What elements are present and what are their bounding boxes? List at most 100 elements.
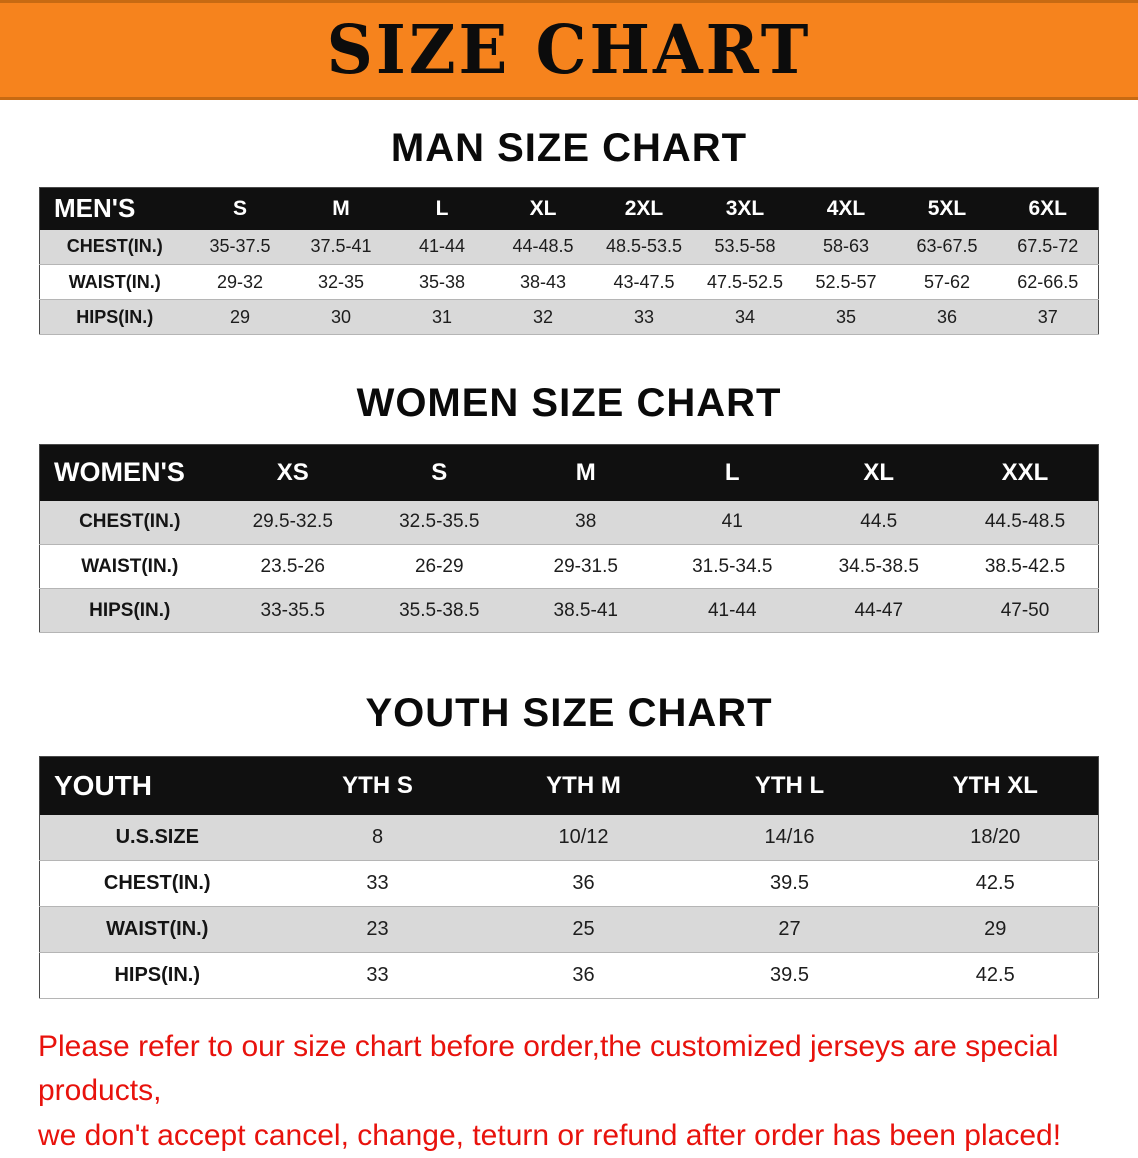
size-value-cell: 48.5-53.5: [605, 236, 683, 257]
size-value-cell: 31: [431, 306, 453, 327]
size-value-cell: 44.5-48.5: [984, 511, 1066, 533]
size-value-cell: 57-62: [923, 271, 971, 292]
size-value-cell: 35.5-38.5: [399, 599, 480, 621]
size-value-cell: 53.5-58: [714, 236, 776, 257]
page-title: SIZE CHART: [326, 10, 812, 90]
size-column-header: 4XL: [795, 187, 897, 230]
size-value-cell: 38: [575, 511, 597, 533]
size-value-cell: 35-37.5: [209, 236, 271, 257]
size-value-cell: 47.5-52.5: [706, 271, 784, 292]
size-column-header: 5XL: [896, 187, 998, 230]
row-label: WAIST(IN.): [106, 918, 209, 940]
size-value-cell: 37.5-41: [310, 236, 372, 257]
size-column-header: 3XL: [694, 187, 796, 230]
size-value-cell: 44.5: [860, 511, 898, 533]
size-column-header: XL: [805, 444, 952, 501]
table-corner-label: WOMEN'S: [39, 444, 220, 501]
size-value-cell: 34: [734, 306, 756, 327]
row-label: WAIST(IN.): [81, 555, 179, 577]
size-value-cell: 42.5: [975, 964, 1015, 986]
size-value-cell: 33: [366, 964, 389, 986]
size-value-cell: 31.5-34.5: [692, 555, 773, 577]
size-value-cell: 33: [633, 306, 655, 327]
size-value-cell: 39.5: [770, 964, 809, 986]
table-header-row: WOMEN'S XS S M L XL XXL: [39, 444, 1099, 501]
size-value-cell: 33-35.5: [260, 599, 325, 621]
notice-line-1: Please refer to our size chart before or…: [38, 1030, 1059, 1108]
size-value-cell: 23.5-26: [260, 555, 325, 577]
size-value-cell: 38-43: [519, 271, 567, 292]
row-label: HIPS(IN.): [89, 599, 171, 621]
size-value-cell: 8: [371, 825, 384, 848]
size-value-cell: 43-47.5: [613, 271, 675, 292]
notice-line-2: we don't accept cancel, change, teturn o…: [38, 1118, 1062, 1152]
size-value-cell: 41-44: [418, 236, 466, 257]
size-value-cell: 41-44: [707, 599, 757, 621]
size-value-cell: 62-66.5: [1017, 271, 1079, 292]
table-header-row: MEN'S S M L XL 2XL 3XL 4XL 5XL 6XL: [39, 187, 1099, 230]
size-value-cell: 27: [778, 918, 801, 940]
size-value-cell: 29.5-32.5: [252, 511, 333, 533]
size-value-cell: 18/20: [970, 825, 1021, 848]
row-label: WAIST(IN.): [68, 271, 161, 292]
row-label: HIPS(IN.): [76, 306, 154, 327]
size-value-cell: 32.5-35.5: [399, 511, 480, 533]
size-value-cell: 32: [532, 306, 554, 327]
size-value-cell: 41: [721, 511, 743, 533]
size-column-header: M: [290, 187, 392, 230]
table-row: CHEST(IN.) 35-37.5 37.5-41 41-44 44-48.5 48.5…: [39, 229, 1099, 265]
youth-section-heading: YOUTH SIZE CHART: [365, 691, 773, 735]
table-row: WAIST(IN.) 23 25 27 29: [39, 906, 1099, 953]
size-column-header: M: [512, 444, 659, 501]
youth-size-table: YOUTH YTH S YTH M YTH L YTH XL U.S.SIZE 8 10/12…: [39, 756, 1099, 999]
size-value-cell: 38.5-42.5: [984, 555, 1066, 577]
table-row: HIPS(IN.) 33-35.5 35.5-38.5 38.5-41 41-44 44-…: [39, 588, 1099, 633]
table-row: CHEST(IN.) 33 36 39.5 42.5: [39, 860, 1099, 907]
men-size-table: MEN'S S M L XL 2XL 3XL 4XL 5XL 6XL CHEST(IN.) 35-37…: [39, 187, 1099, 335]
size-column-header: 6XL: [997, 187, 1099, 230]
table-row: HIPS(IN.) 33 36 39.5 42.5: [39, 952, 1099, 999]
size-value-cell: 36: [572, 872, 595, 894]
size-value-cell: 52.5-57: [815, 271, 877, 292]
table-row: HIPS(IN.) 29 30 31 32 33 34 35 36 37: [39, 299, 1099, 335]
size-value-cell: 38.5-41: [553, 599, 618, 621]
size-value-cell: 23: [366, 918, 389, 940]
size-value-cell: 33: [366, 872, 389, 894]
size-column-header: XL: [492, 187, 594, 230]
row-label: CHEST(IN.): [66, 236, 163, 257]
size-value-cell: 42.5: [975, 872, 1015, 894]
size-column-header: YTH M: [480, 756, 687, 815]
size-value-cell: 35-38: [418, 271, 466, 292]
size-value-cell: 29-32: [216, 271, 264, 292]
size-value-cell: 32-35: [317, 271, 365, 292]
table-row: U.S.SIZE 8 10/12 14/16 18/20: [39, 814, 1099, 861]
size-column-header: XS: [219, 444, 366, 501]
size-column-header: YTH S: [274, 756, 481, 815]
size-column-header: YTH L: [686, 756, 893, 815]
size-value-cell: 10/12: [558, 825, 609, 848]
table-corner-label: MEN'S: [39, 187, 190, 230]
size-value-cell: 39.5: [770, 872, 809, 894]
row-label: HIPS(IN.): [114, 964, 201, 986]
table-row: CHEST(IN.) 29.5-32.5 32.5-35.5 38 41 44.5 44.5…: [39, 500, 1099, 545]
size-value-cell: 58-63: [822, 236, 870, 257]
size-column-header: YTH XL: [892, 756, 1099, 815]
size-value-cell: 29: [229, 306, 251, 327]
row-label: CHEST(IN.): [79, 511, 181, 533]
size-value-cell: 44-47: [854, 599, 904, 621]
table-corner-label: YOUTH: [39, 756, 275, 815]
youth-size-section: YOUTH SIZE CHART YOUTH YTH S YTH M YTH L YTH…: [0, 691, 1138, 999]
size-column-header: L: [659, 444, 806, 501]
size-value-cell: 25: [572, 918, 595, 940]
table-header-row: YOUTH YTH S YTH M YTH L YTH XL: [39, 756, 1099, 815]
size-column-header: S: [189, 187, 291, 230]
size-value-cell: 36: [572, 964, 595, 986]
men-section-heading: MAN SIZE CHART: [390, 126, 748, 170]
size-value-cell: 29-31.5: [553, 555, 618, 577]
size-value-cell: 14/16: [764, 825, 815, 848]
size-value-cell: 67.5-72: [1017, 236, 1079, 257]
banner: SIZE CHART: [0, 0, 1138, 100]
row-label: CHEST(IN.): [103, 872, 211, 894]
size-value-cell: 63-67.5: [916, 236, 978, 257]
